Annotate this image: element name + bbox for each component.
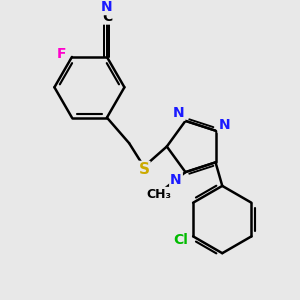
Text: N: N [101, 0, 113, 14]
Text: S: S [138, 162, 149, 177]
Text: N: N [218, 118, 230, 132]
Text: C: C [102, 10, 112, 24]
Text: N: N [170, 173, 182, 187]
Text: N: N [173, 106, 184, 120]
Text: CH₃: CH₃ [146, 188, 171, 201]
Text: F: F [57, 46, 67, 61]
Text: Cl: Cl [174, 233, 188, 247]
